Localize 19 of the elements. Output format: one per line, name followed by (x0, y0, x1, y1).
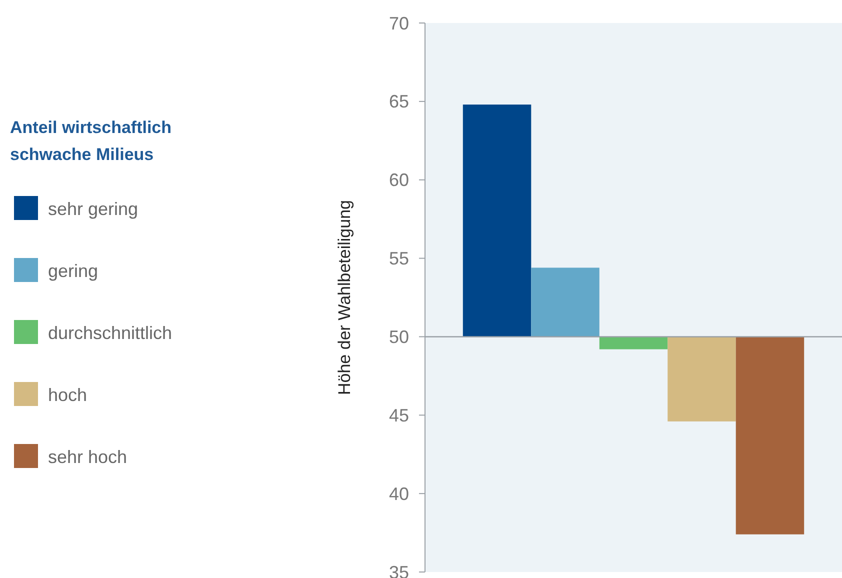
bar (668, 336, 736, 422)
legend-label: durchschnittlich (48, 323, 172, 343)
bar (599, 336, 668, 350)
legend-label: sehr gering (48, 199, 138, 219)
bar (462, 104, 532, 337)
y-tick-label: 55 (388, 248, 409, 269)
y-tick-label: 45 (388, 405, 409, 426)
y-tick-label: 65 (388, 92, 409, 112)
bar (736, 336, 804, 534)
y-tick-label: 60 (388, 170, 409, 190)
legend-title: Anteil wirtschaftlich schwache Milieus (10, 118, 172, 164)
bar (531, 268, 600, 337)
legend-label: hoch (48, 385, 88, 405)
y-axis-title: Höhe der Wahlbeteiligung (335, 200, 354, 395)
y-tick-label: 40 (388, 484, 409, 504)
legend-label: sehr hoch (48, 447, 128, 467)
legend-label: gering (48, 261, 98, 281)
y-tick-label: 50 (388, 327, 409, 348)
y-tick-label: 70 (388, 13, 409, 34)
